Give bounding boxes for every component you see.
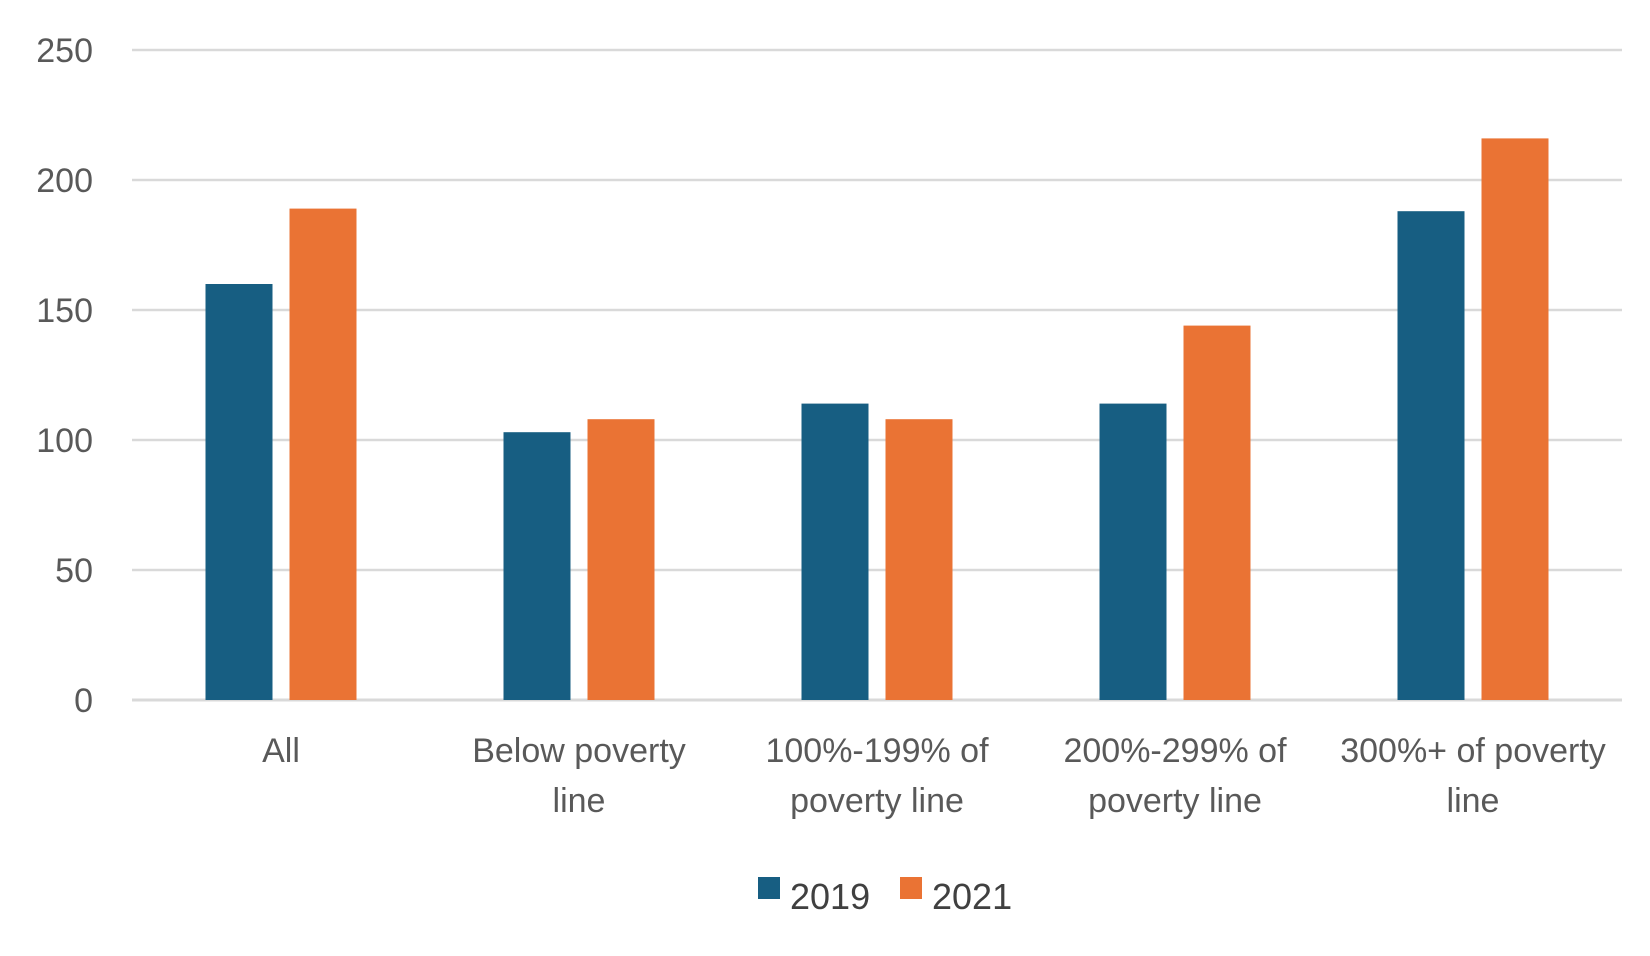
legend-swatch [900,877,922,899]
bar-2021-4 [1481,138,1549,700]
legend: 2019 2021 [758,876,1012,917]
x-category-label: Below poverty line [472,732,686,820]
x-category-label: 200%-299% of poverty line [1063,732,1287,820]
bar-2019-0 [205,284,273,700]
x-category-label-line: All [262,732,300,770]
legend-label: 2021 [932,876,1012,917]
bar-2019-4 [1397,211,1465,700]
x-category-label-line: line [1447,782,1500,820]
x-category-label-line: Below poverty [472,732,686,770]
y-tick-label: 0 [74,682,93,720]
y-tick-label: 150 [36,292,93,330]
x-category-label-line: 300%+ of poverty [1340,732,1606,770]
x-category-label-line: line [553,782,606,820]
legend-item-2019: 2019 [758,876,870,917]
y-axis-tick-labels: 0 50 100 150 200 250 [36,32,93,720]
legend-label: 2019 [790,876,870,917]
bars [205,138,1549,700]
y-tick-label: 200 [36,162,93,200]
x-category-label-line: poverty line [1088,782,1262,820]
legend-swatch [758,877,780,899]
x-category-label-line: 200%-299% of [1063,732,1287,770]
x-category-label: 100%-199% of poverty line [765,732,989,820]
legend-item-2021: 2021 [900,876,1012,917]
x-category-label-line: 100%-199% of [765,732,989,770]
bar-2019-1 [503,432,571,700]
gridlines [132,48,1622,702]
bar-2021-3 [1183,325,1251,700]
x-category-label: All [262,732,300,770]
bar-2019-3 [1099,403,1167,700]
bar-2019-2 [801,403,869,700]
bar-2021-0 [289,208,357,700]
y-tick-label: 100 [36,422,93,460]
x-category-label-line: poverty line [790,782,964,820]
bar-2021-1 [587,419,655,700]
x-category-label: 300%+ of poverty line [1340,732,1606,820]
x-axis-category-labels: All Below poverty line 100%-199% of poverty … [262,732,1606,820]
bar-2021-2 [885,419,953,700]
y-tick-label: 250 [36,32,93,70]
y-tick-label: 50 [55,552,93,590]
